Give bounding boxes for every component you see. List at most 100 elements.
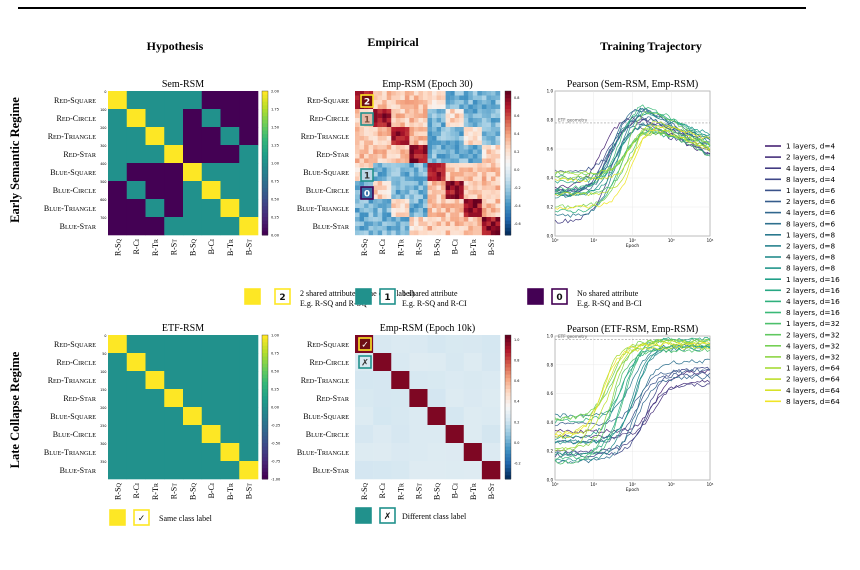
heatmap-cell [382,176,387,182]
heatmap-cell [441,203,446,209]
colorbar-segment [262,471,268,476]
heatmap-cell [126,461,146,480]
heatmap-cell [377,158,383,164]
badge-box [133,509,150,526]
heatmap-cell [422,172,428,177]
axis-tick: 0 [104,334,106,338]
heatmap-cell [445,185,451,191]
colorbar-tick: 1.75 [271,108,279,112]
heatmap-cell [395,100,401,105]
heatmap-cell [432,95,437,101]
heatmap-cell [404,167,410,173]
legend-swatch-yellow [244,288,261,305]
row-label: RED-SQUARE [307,340,349,349]
heatmap-cell [463,208,469,213]
heatmap-cell [145,443,165,462]
heatmap-cell [463,104,469,110]
heatmap-cell [355,167,360,173]
heatmap-cell [413,140,419,146]
heatmap-cell [472,226,478,231]
sem-rsm-panel: Sem-RSM0100200300400500600700RED-SQUARER… [44,79,280,256]
heatmap-cell [400,172,406,177]
heatmap-cell [441,131,446,137]
row-label: BLUE-TRIANGLE [44,204,96,213]
heatmap-cell [495,118,501,123]
heatmap-cell [450,145,455,150]
heatmap-cell [459,226,464,231]
heatmap-cell [373,163,378,168]
heatmap-cell [441,199,446,204]
heatmap-cell [454,208,460,213]
row-label: RED-SQUARE [54,96,96,105]
legend-label: 4 layers, d=64 [786,386,840,395]
heatmap-cell [373,212,378,218]
col-label: B-CI [207,483,216,498]
heatmap-cell [183,91,203,110]
heatmap-cell [472,172,478,177]
heatmap-cell [201,127,221,146]
colorbar-tick: -0.4 [514,204,521,208]
legend-text: No shared attribute [577,289,639,298]
heatmap-cell [495,199,501,204]
heatmap-cell [468,136,474,141]
heatmap-cell [418,172,424,177]
heatmap-cell [355,199,360,204]
heatmap-cell [183,145,203,164]
colorbar-tick: 0.00 [271,234,280,238]
heatmap-cell [486,208,492,213]
heatmap-cell [468,145,474,150]
heatmap-cell [459,172,464,177]
row-label: RED-STAR [316,394,349,403]
heatmap-cell [368,109,374,114]
heatmap-cell [404,109,410,114]
badge-box [360,168,374,182]
axis-tick: 200 [100,126,106,130]
heatmap-cell [395,140,401,146]
colorbar-segment [262,421,268,426]
heatmap-cell [108,425,128,444]
heatmap-cell [445,353,465,372]
heatmap-cell [183,335,203,354]
heatmap-cell [373,95,378,101]
row-label: BLUE-SQUARE [50,412,96,421]
heatmap-cell [490,113,496,119]
heatmap-cell [486,158,492,164]
heatmap-cell [477,113,483,119]
heatmap-cell [364,181,369,186]
colorbar-segment [505,109,511,114]
heatmap-cell [391,172,396,177]
colorbar-segment [505,421,511,426]
heatmap-cell [436,163,442,168]
heatmap-cell [418,181,424,186]
badge-text: ✗ [361,359,369,369]
heatmap-cell [391,91,396,96]
heatmap-cell [373,131,378,137]
heatmap-cell [409,109,415,114]
heatmap-cell [409,136,415,141]
col-label: R-CI [378,483,387,498]
colorbar-segment [262,206,268,211]
heatmap-cell [481,167,487,173]
heatmap-cell [463,226,469,231]
legend-label: 8 layers, d=16 [786,308,840,317]
colorbar-tick: 0.0 [514,168,519,172]
heatmap-cell [468,212,474,218]
heatmap-cell [373,199,378,204]
colorbar-segment [262,367,268,372]
row-label: BLUE-CIRCLE [306,186,349,195]
heatmap-cell [486,149,492,155]
axis-tick: 300 [100,442,106,446]
heatmap-cell [441,181,446,186]
heatmap-cell [400,176,406,182]
heatmap-cell [422,230,428,236]
heatmap-cell [386,203,392,209]
heatmap-cell [486,140,492,146]
heatmap-cell [364,230,369,236]
heatmap-cell [422,226,428,231]
heatmap-cell [368,158,374,164]
heatmap-cell [359,221,365,227]
heatmap-cell [386,212,392,218]
heatmap-cell [427,131,433,137]
legend-label: 2 layers, d=8 [786,242,835,251]
heatmap-cell [418,100,424,105]
